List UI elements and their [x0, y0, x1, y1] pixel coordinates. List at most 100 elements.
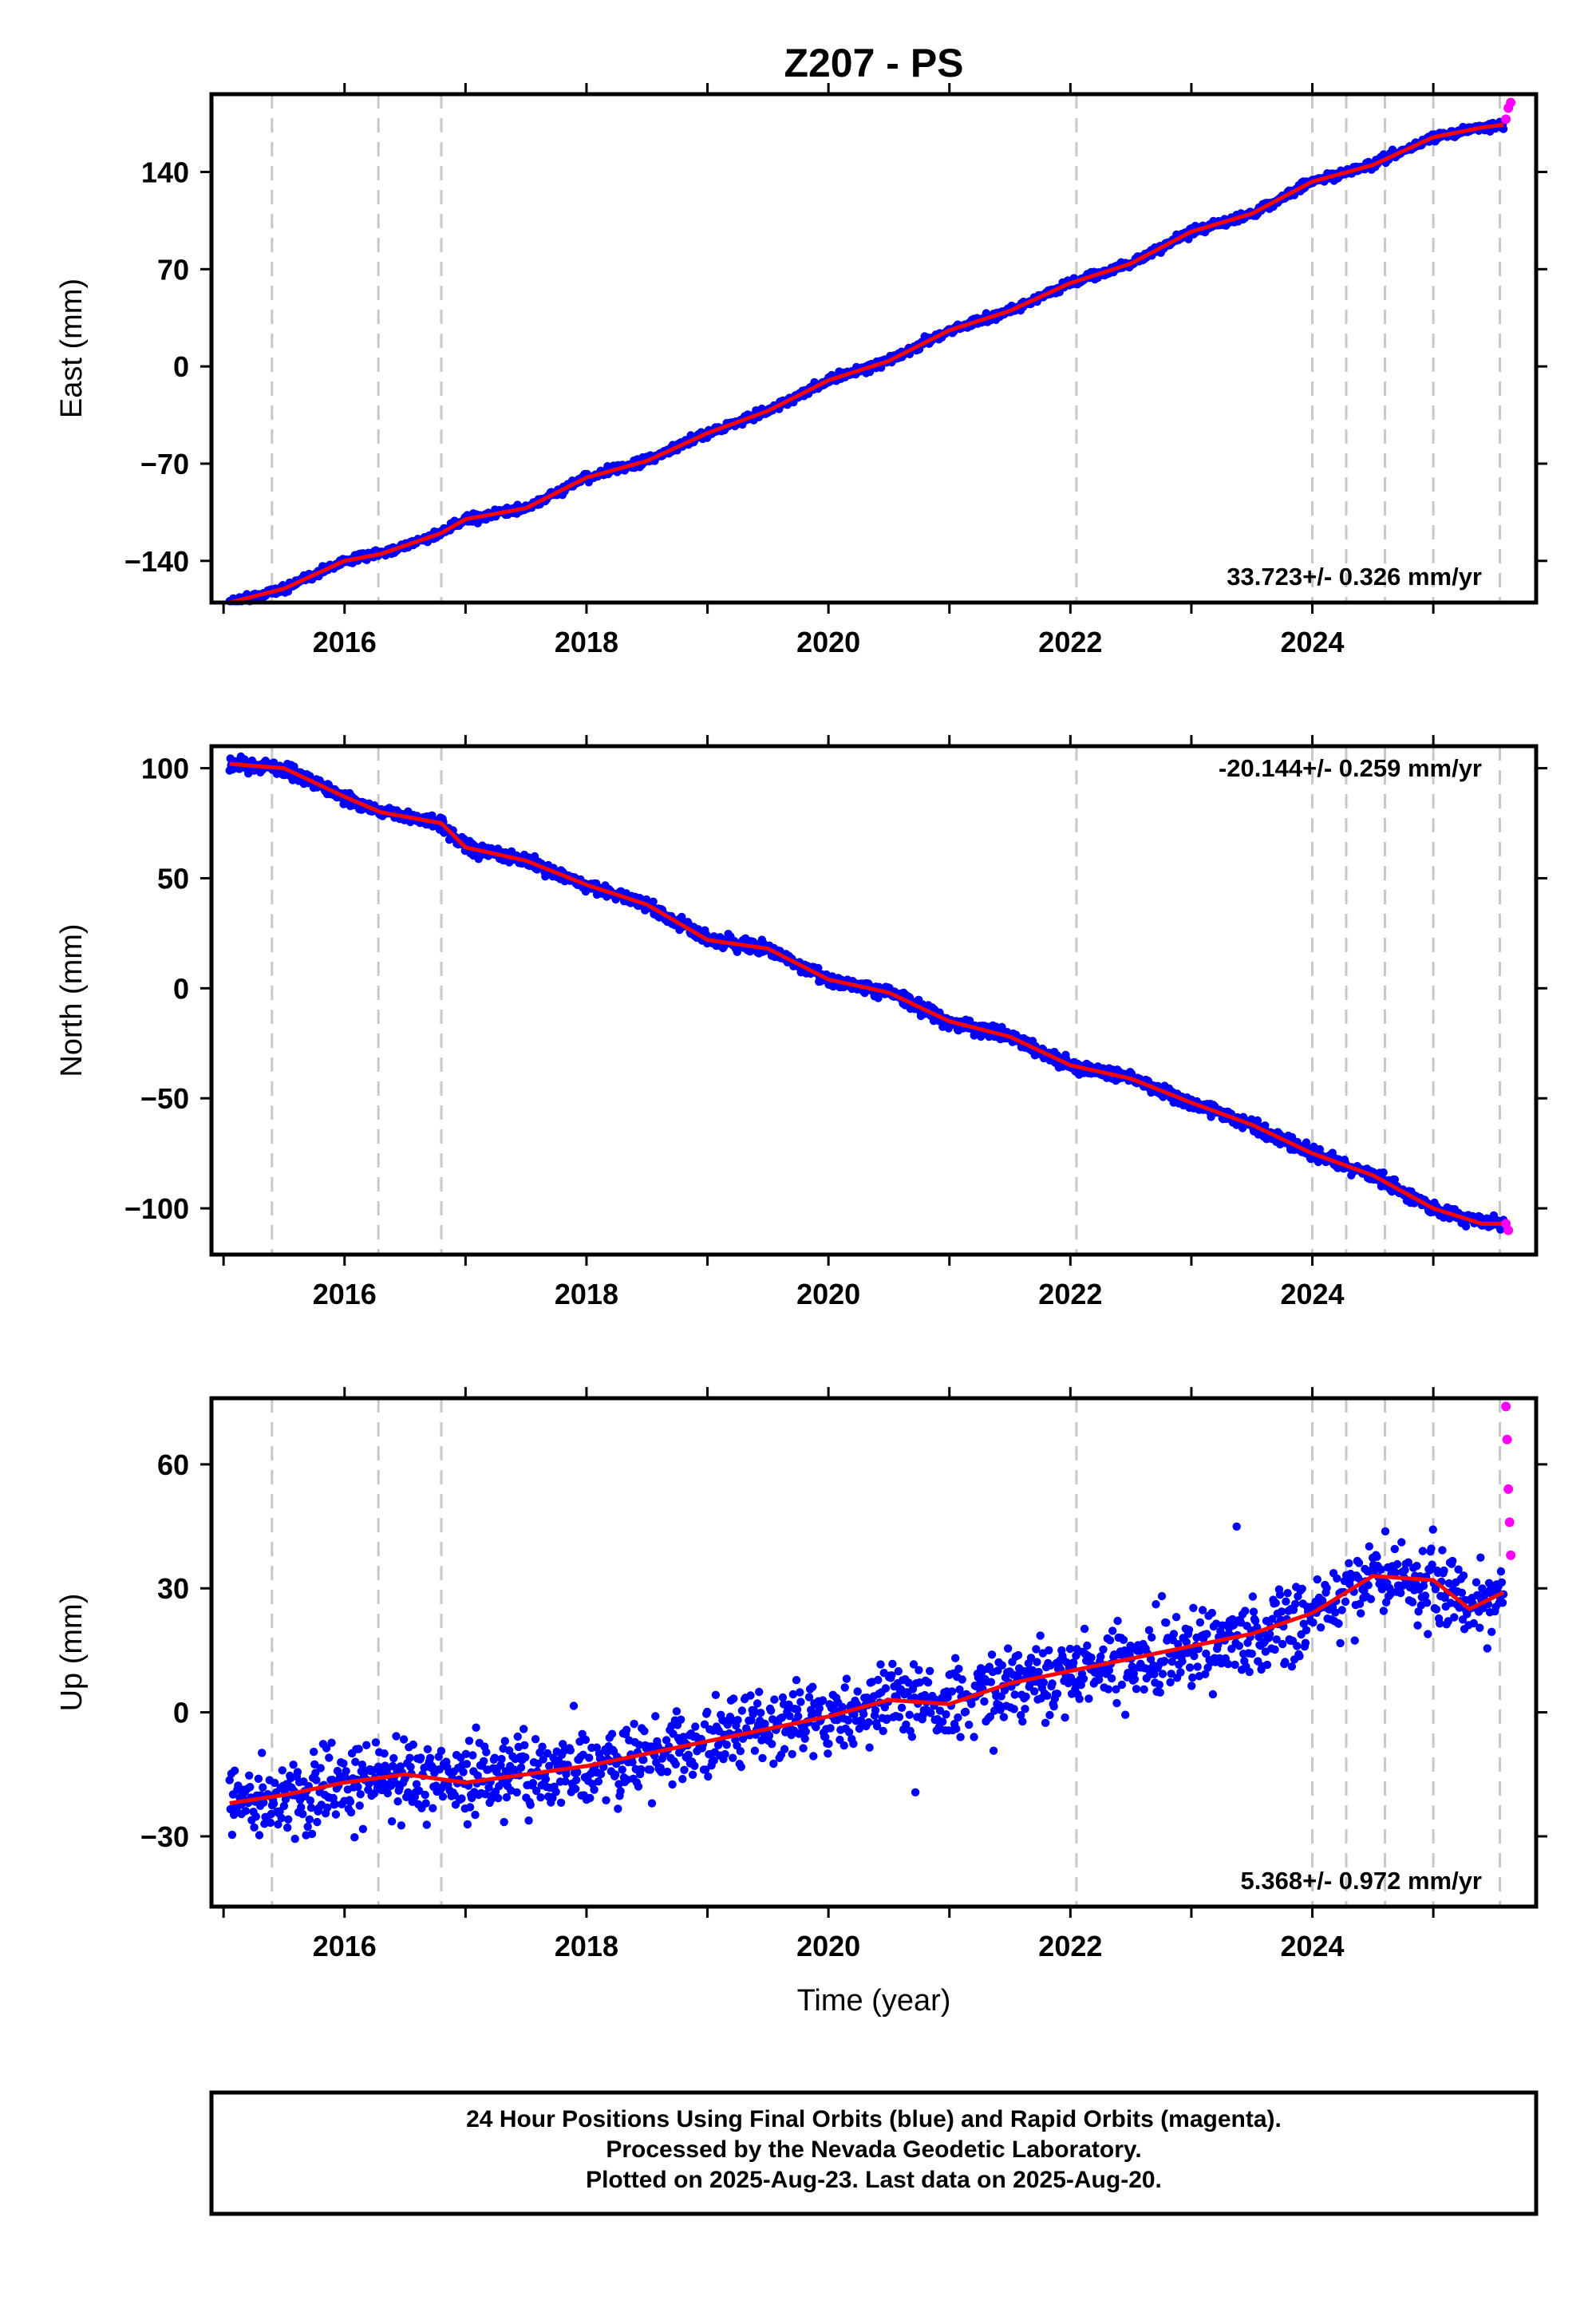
final-orbit-point — [1283, 1589, 1292, 1598]
final-orbit-point — [457, 1794, 466, 1803]
final-orbit-point — [1162, 1618, 1171, 1627]
final-orbit-point — [1187, 1682, 1196, 1690]
final-orbit-point — [1004, 1644, 1013, 1653]
final-orbit-point — [1281, 1658, 1290, 1666]
final-orbit-point — [380, 1749, 389, 1758]
final-orbit-point — [310, 1747, 318, 1757]
final-orbit-point — [1291, 1599, 1300, 1609]
final-orbit-point — [1412, 1561, 1421, 1571]
final-orbit-point — [1249, 1607, 1258, 1616]
final-orbit-point — [266, 1818, 275, 1828]
final-orbit-point — [649, 897, 658, 907]
final-orbit-point — [737, 1706, 747, 1715]
final-orbit-point — [429, 1804, 437, 1812]
final-orbit-point — [1350, 1636, 1359, 1645]
final-orbit-point — [646, 1765, 655, 1774]
final-orbit-point — [859, 1709, 868, 1718]
final-orbit-point — [346, 1808, 356, 1817]
final-orbit-point — [422, 1820, 431, 1829]
final-orbit-point — [1157, 1591, 1167, 1601]
final-orbit-point — [513, 1732, 522, 1741]
final-orbit-point — [289, 1761, 298, 1769]
final-orbit-point — [1322, 1583, 1331, 1592]
final-orbit-point — [1418, 1547, 1428, 1555]
final-orbit-point — [879, 1726, 887, 1736]
final-orbit-point — [421, 1790, 429, 1800]
final-orbit-point — [1245, 1667, 1254, 1677]
final-orbit-point — [1248, 1592, 1258, 1601]
final-orbit-point — [947, 1687, 957, 1696]
final-orbit-point — [346, 1797, 355, 1806]
final-orbit-point — [354, 1782, 362, 1792]
final-orbit-point — [1207, 1608, 1217, 1618]
final-orbit-point — [1152, 1600, 1160, 1609]
final-orbit-point — [362, 1741, 371, 1749]
final-orbit-point — [284, 1815, 293, 1824]
final-orbit-point — [397, 1821, 406, 1830]
final-orbit-point — [494, 1793, 503, 1803]
final-orbit-point — [1450, 1613, 1459, 1622]
final-orbit-point — [313, 1817, 322, 1827]
final-orbit-point — [283, 1823, 292, 1832]
final-orbit-point — [1302, 1626, 1311, 1634]
final-orbit-point — [387, 1817, 397, 1826]
final-orbit-point — [581, 1735, 591, 1745]
final-orbit-point — [307, 1829, 317, 1839]
final-orbit-point — [1393, 1559, 1402, 1569]
final-orbit-point — [958, 1675, 966, 1684]
final-orbit-point — [799, 1744, 808, 1753]
final-orbit-point — [843, 1716, 853, 1725]
final-orbit-point — [500, 1737, 509, 1745]
final-orbit-point — [1039, 1678, 1049, 1687]
final-orbit-point — [339, 1759, 348, 1768]
final-orbit-point — [1390, 1544, 1400, 1554]
final-orbit-point — [1379, 1607, 1389, 1615]
final-orbit-point — [316, 1764, 325, 1773]
final-orbit-point — [241, 1807, 251, 1816]
final-orbit-point — [293, 1768, 302, 1777]
final-orbit-point — [703, 1707, 712, 1717]
final-orbit-point — [1083, 1641, 1092, 1650]
rapid-orbit-point — [1501, 114, 1511, 124]
final-orbit-point — [614, 1804, 622, 1813]
final-orbit-point — [1275, 1591, 1285, 1599]
final-orbit-point — [678, 1775, 687, 1784]
final-orbit-point — [824, 1749, 832, 1758]
final-orbit-point — [897, 1703, 907, 1712]
final-orbit-point — [1160, 1657, 1169, 1666]
final-orbit-point — [502, 1792, 512, 1802]
final-orbit-point — [393, 1797, 402, 1806]
final-orbit-point — [766, 1706, 776, 1715]
final-orbit-point — [586, 1793, 595, 1803]
rapid-orbit-point — [1506, 97, 1516, 108]
final-orbit-point — [942, 1710, 950, 1719]
final-orbit-point — [663, 1767, 672, 1777]
final-orbit-point — [989, 1746, 998, 1755]
final-orbit-point — [671, 1760, 680, 1769]
final-orbit-point — [1189, 1603, 1198, 1613]
final-orbit-point — [1121, 1710, 1130, 1719]
final-orbit-point — [524, 1816, 533, 1825]
final-orbit-point — [1354, 1559, 1364, 1567]
final-orbit-point — [1104, 1685, 1113, 1694]
final-orbit-point — [915, 1666, 923, 1674]
final-orbit-point — [970, 1733, 978, 1741]
final-orbit-point — [1428, 1525, 1437, 1534]
panel-frame — [209, 92, 1539, 605]
final-orbit-point — [1018, 1717, 1027, 1726]
final-orbit-point — [688, 1770, 697, 1779]
final-orbit-point — [356, 1790, 365, 1799]
final-orbit-point — [1185, 1663, 1195, 1672]
final-orbit-points — [225, 1522, 1508, 1844]
final-orbit-point — [711, 1690, 721, 1699]
final-orbit-point — [874, 1675, 883, 1685]
y-tick-label: 140 — [141, 156, 189, 188]
final-orbit-point — [1140, 1685, 1148, 1694]
final-orbit-point — [480, 1757, 488, 1765]
final-orbit-point — [303, 1822, 312, 1832]
final-orbit-point — [596, 1769, 606, 1779]
final-orbit-point — [611, 1770, 620, 1779]
final-orbit-point — [1119, 1635, 1128, 1644]
final-orbit-point — [1366, 1595, 1376, 1603]
